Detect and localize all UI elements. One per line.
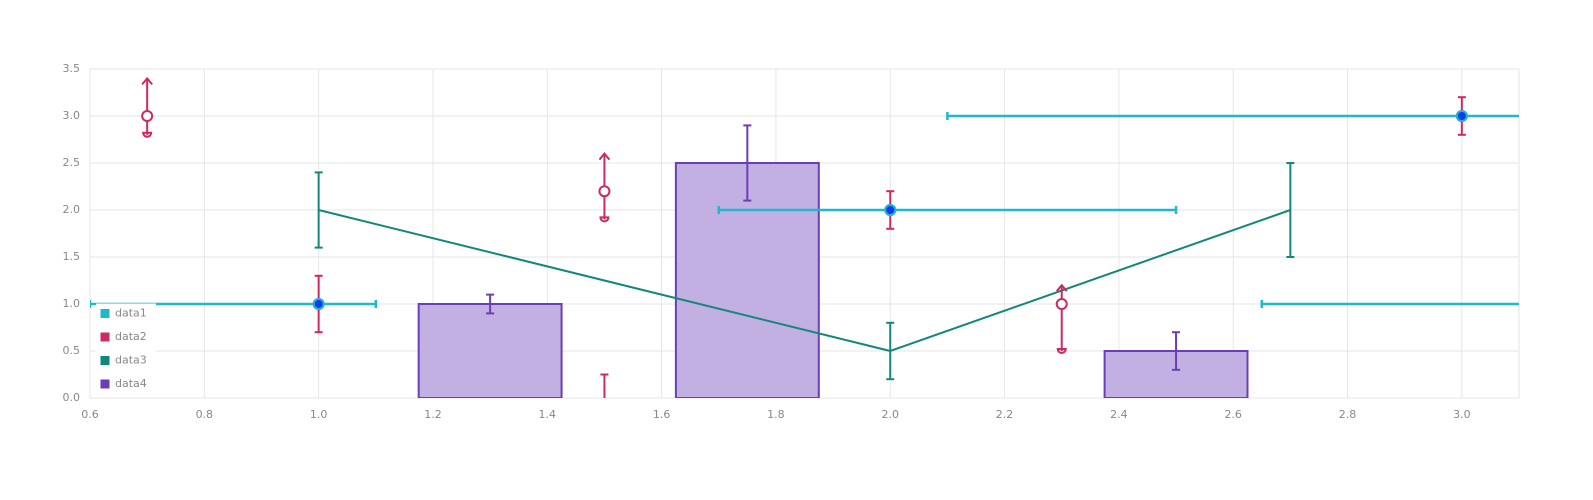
error-bar: [1286, 162, 1295, 258]
point: [1055, 298, 1068, 310]
point: [141, 110, 154, 122]
x-tick-label: 0.6: [81, 408, 99, 421]
x-tick-label: 2.0: [881, 408, 899, 421]
error-lower-cap: [142, 131, 153, 138]
error-arrow: [1055, 283, 1068, 292]
x-error-bar: [946, 112, 1519, 120]
legend-swatch: [99, 378, 111, 390]
y-tick-label: 1.0: [63, 297, 81, 310]
point: [884, 204, 897, 216]
x-tick-label: 1.0: [310, 408, 328, 421]
legend: data1 data2 data3 data4: [96, 303, 156, 394]
x-tick-label: 2.2: [996, 408, 1014, 421]
point: [312, 298, 325, 310]
y-tick-label: 0.5: [63, 344, 81, 357]
error-arrow: [141, 76, 153, 86]
x-tick-label: 1.2: [424, 408, 442, 421]
point: [599, 402, 609, 412]
y-tick-label: 3.5: [63, 62, 81, 75]
error-bar: [486, 293, 495, 315]
x-error-bar: [1260, 300, 1519, 308]
point: [1455, 110, 1468, 122]
x-error-bar: [717, 206, 1178, 214]
axes: 0.6 0.8 1.0 1.2 1.4 1.6 1.8 2.0 2.2 2.4 2.6 2.8 3.0 0…: [63, 62, 1471, 421]
x-tick-label: 1.6: [653, 408, 671, 421]
error-bar: [743, 124, 752, 202]
legend-label: data4: [115, 377, 147, 390]
bar: [417, 303, 563, 398]
legend-label: data2: [115, 330, 147, 343]
error-bar: [1055, 283, 1068, 354]
x-tick-label: 0.8: [196, 408, 214, 421]
error-lower-cap: [1056, 348, 1067, 354]
legend-swatch: [99, 355, 111, 366]
x-tick-label: 2.6: [1224, 408, 1242, 421]
y-tick-label: 3.0: [63, 109, 81, 122]
y-tick-label: 1.5: [63, 250, 81, 263]
legend-label: data3: [115, 354, 147, 367]
error-bar: [141, 76, 153, 138]
plot-area: [90, 76, 1519, 412]
y-tick-label: 0.0: [63, 391, 81, 404]
legend-swatch: [99, 308, 111, 319]
y-tick-label: 2.5: [63, 156, 81, 169]
error-bar: [1172, 331, 1181, 371]
point: [598, 185, 611, 198]
error-lower-cap: [599, 216, 610, 223]
error-arrow: [598, 152, 611, 161]
legend-swatch: [99, 331, 111, 343]
y-tick-label: 2.0: [63, 203, 81, 216]
x-tick-label: 3.0: [1453, 408, 1471, 421]
x-tick-label: 2.8: [1339, 408, 1357, 421]
error-bar: [314, 171, 323, 249]
x-tick-label: 1.8: [767, 408, 785, 421]
x-tick-label: 2.4: [1110, 408, 1128, 421]
error-bar: [600, 373, 609, 398]
error-bar: [886, 321, 895, 381]
legend-label: data1: [115, 307, 147, 320]
x-tick-label: 1.4: [539, 408, 557, 421]
